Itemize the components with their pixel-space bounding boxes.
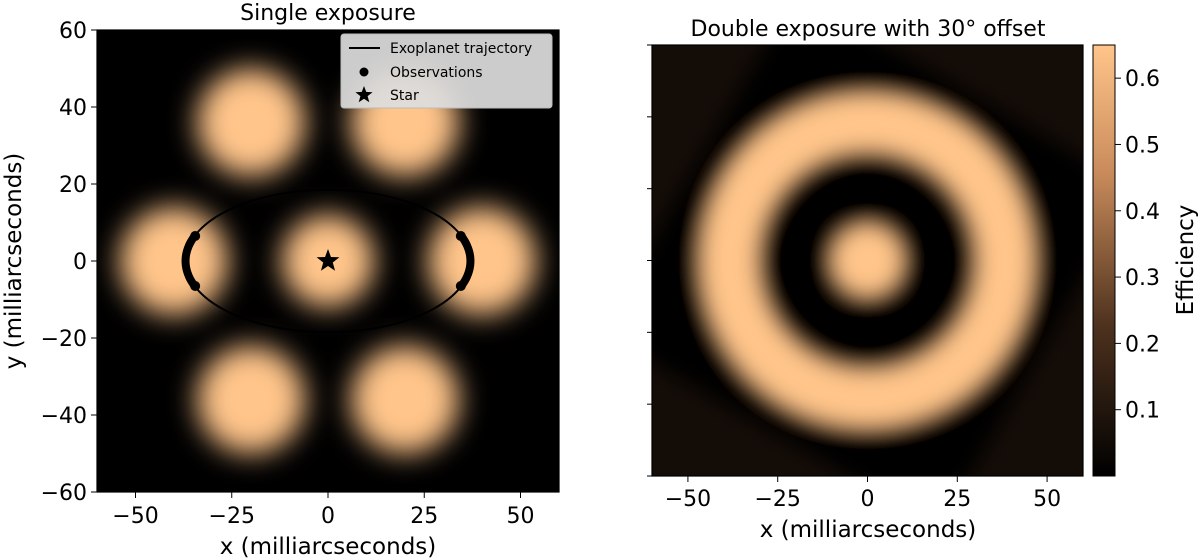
observations [181,230,475,292]
y-tick-label: −60 [41,481,87,506]
observation-point [455,230,466,241]
heat-lobe [197,345,305,454]
x-tick-label: 25 [410,504,438,529]
legend-dot-swatch [359,67,369,77]
x-tick-label: −25 [754,487,800,512]
heat-lobe [351,345,459,454]
y-tick-label: 60 [59,19,87,44]
right-x-axis: −50 −25 0 25 50 [665,476,1061,512]
x-tick-label: 0 [861,487,875,512]
right-heatmap [652,45,1083,476]
x-tick-label: −25 [209,504,255,529]
left-title: Single exposure [240,1,416,26]
left-x-axis: −50 −25 0 25 50 [112,492,535,529]
x-tick-label: 25 [943,487,971,512]
colorbar-ticks: 0.1 0.2 0.3 0.4 0.5 0.6 [1115,67,1160,424]
legend-entry-observations: Observations [390,65,483,81]
colorbar-tick-label: 0.2 [1125,332,1160,357]
heat-lobe [428,207,536,315]
x-tick-label: 50 [1033,487,1061,512]
observation-point [190,281,201,292]
right-title: Double exposure with 30° offset [691,17,1046,42]
observation-arc [457,231,475,291]
y-tick-label: 0 [73,250,87,275]
colorbar-tick-label: 0.6 [1125,67,1160,92]
x-tick-label: 0 [321,504,335,529]
observation-point [455,281,466,292]
colorbar-tick-label: 0.5 [1125,133,1160,158]
legend-entry-trajectory: Exoplanet trajectory [390,41,532,57]
left-x-axis-label: x (milliarcseconds) [220,534,437,558]
y-tick-label: 20 [59,173,87,198]
left-y-axis-label: y (milliarcseconds) [1,153,27,370]
heat-lobe [197,68,305,177]
star-icon [316,249,340,271]
legend-entry-star: Star [390,88,419,104]
left-y-axis: −60 −40 −20 0 20 40 60 [41,19,97,506]
x-tick-label: −50 [665,487,711,512]
y-tick-label: 40 [59,96,87,121]
y-tick-label: −20 [41,327,87,352]
left-panel: Single exposure −50 −25 0 25 50 −60 −40 −20 0 20… [1,1,560,558]
colorbar-tick-label: 0.3 [1125,266,1160,291]
x-tick-label: −50 [112,504,158,529]
colorbar-label: Efficiency [1173,205,1199,316]
colorbar: 0.1 0.2 0.3 0.4 0.5 0.6 Efficiency [1092,44,1199,477]
heat-lobe [120,207,228,315]
right-panel: Double exposure with 30° offset −50 −25 0 2… [647,17,1199,543]
observation-arc [181,231,199,291]
y-tick-label: −40 [41,404,87,429]
colorbar-tick-label: 0.1 [1125,399,1160,424]
x-tick-label: 50 [507,504,535,529]
colorbar-tick-label: 0.4 [1125,200,1160,225]
star-marker [316,249,340,271]
legend: Exoplanet trajectory Observations Star [340,33,553,109]
observation-point [190,230,201,241]
right-y-axis [647,44,652,477]
legend-star-swatch [355,86,373,103]
right-x-axis-label: x (milliarcseconds) [760,517,977,543]
